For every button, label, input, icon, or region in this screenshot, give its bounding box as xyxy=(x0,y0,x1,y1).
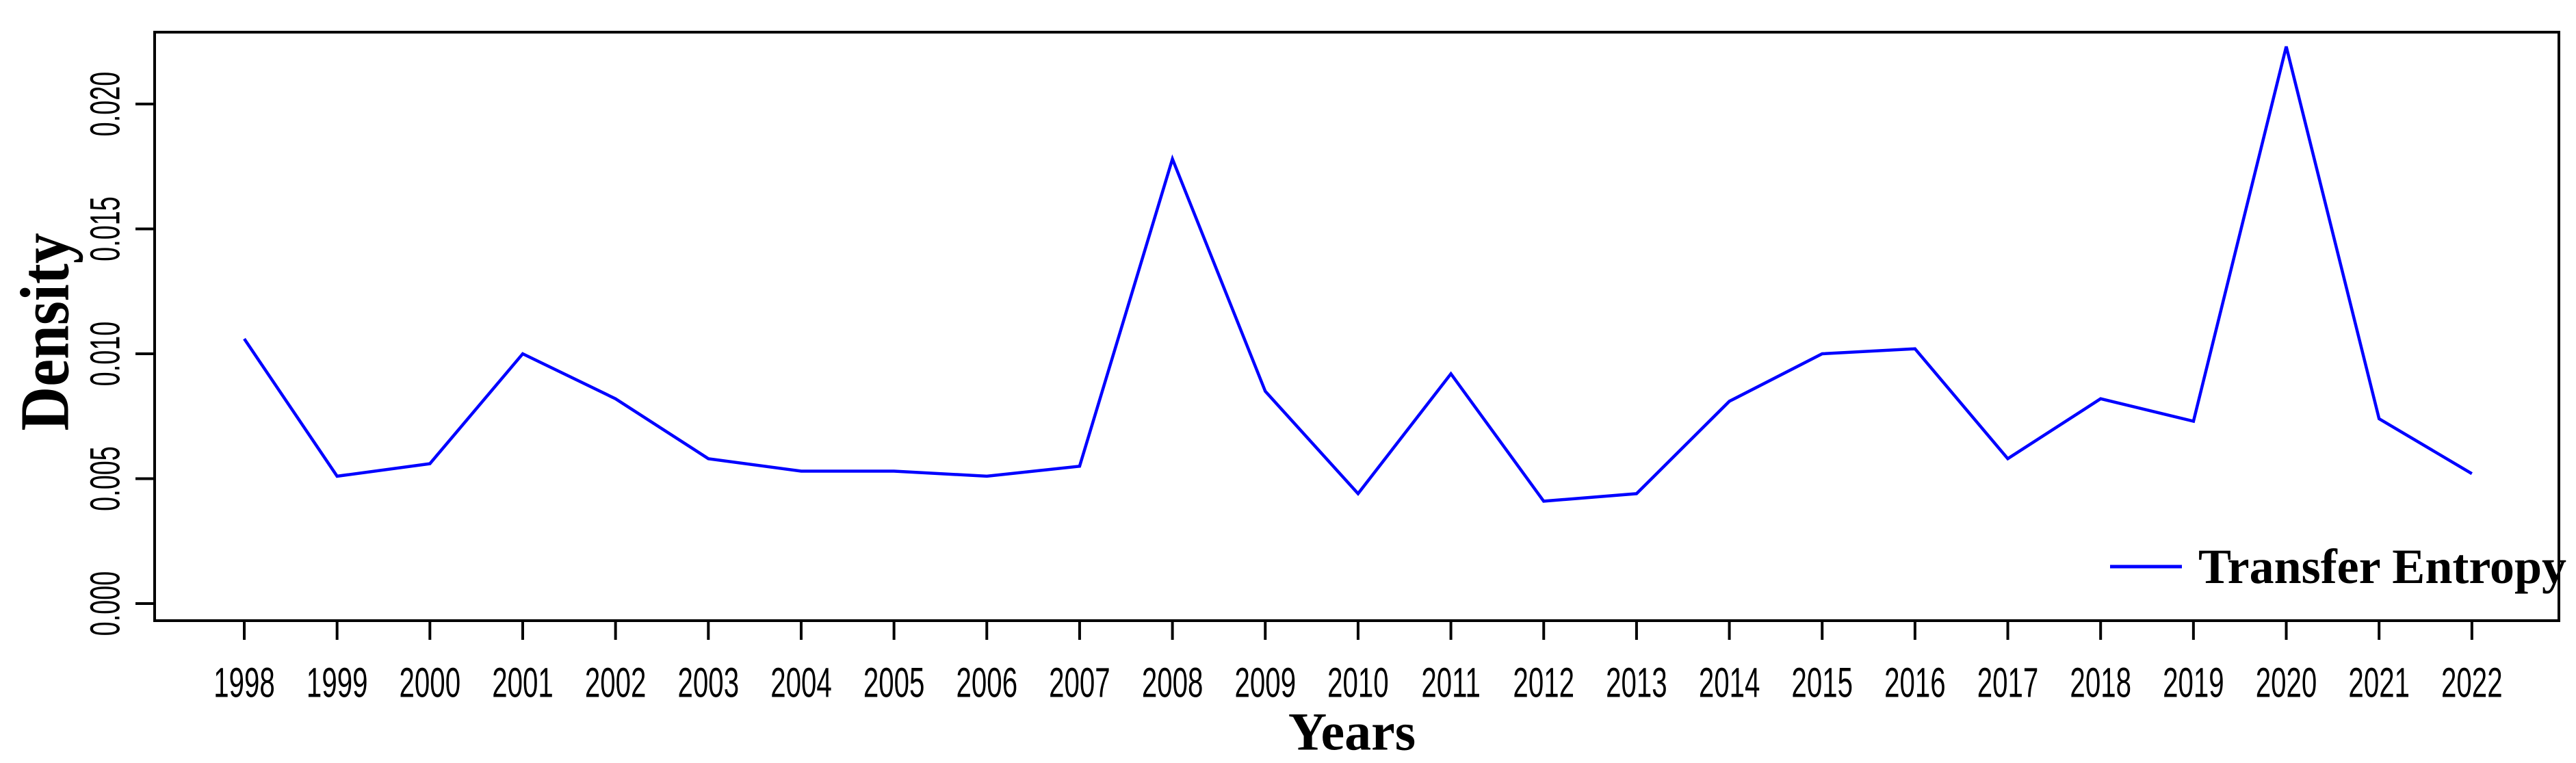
y-tick-label: 0.015 xyxy=(81,196,129,261)
x-tick-label: 1999 xyxy=(307,659,368,706)
transfer-entropy-line xyxy=(243,46,2473,503)
x-axis-tick-labels: 1998 1999 2000 2001 2002 2003 2004 2005 2006 2007… xyxy=(213,659,2502,706)
x-tick-label: 2011 xyxy=(1421,659,1481,706)
x-tick-label: 2004 xyxy=(770,659,832,706)
y-axis-tick-labels: 0.000 0.005 0.010 0.015 0.020 xyxy=(81,72,129,636)
x-tick-label: 2016 xyxy=(1884,659,1946,706)
legend: Transfer Entropy xyxy=(2110,539,2566,594)
x-tick-label: 2014 xyxy=(1699,659,1760,706)
x-axis-ticks xyxy=(243,621,2473,640)
x-tick-label: 1998 xyxy=(213,659,275,706)
x-axis-title: Years xyxy=(1288,701,1416,761)
x-tick-label: 2010 xyxy=(1327,659,1389,706)
y-axis-title: Density xyxy=(5,233,83,430)
x-tick-label: 2003 xyxy=(678,659,740,706)
x-tick-label: 2019 xyxy=(2163,659,2224,706)
x-tick-label: 2017 xyxy=(1977,659,2039,706)
x-tick-label: 2008 xyxy=(1142,659,1204,706)
x-tick-label: 2020 xyxy=(2256,659,2317,706)
x-tick-label: 2022 xyxy=(2441,659,2503,706)
x-tick-label: 2000 xyxy=(400,659,461,706)
x-tick-label: 2012 xyxy=(1513,659,1574,706)
x-tick-label: 2007 xyxy=(1049,659,1110,706)
y-axis-ticks xyxy=(135,103,155,605)
x-tick-label: 2015 xyxy=(1791,659,1853,706)
y-tick-label: 0.000 xyxy=(81,571,129,636)
x-tick-label: 2018 xyxy=(2070,659,2131,706)
legend-label: Transfer Entropy xyxy=(2198,539,2566,594)
y-tick-label: 0.020 xyxy=(81,72,129,137)
x-tick-label: 2013 xyxy=(1606,659,1667,706)
x-tick-label: 2006 xyxy=(957,659,1018,706)
x-tick-label: 2005 xyxy=(863,659,925,706)
y-tick-label: 0.005 xyxy=(81,446,129,511)
x-tick-label: 2002 xyxy=(585,659,647,706)
x-tick-label: 2009 xyxy=(1235,659,1297,706)
x-tick-label: 2021 xyxy=(2348,659,2410,706)
x-tick-label: 2001 xyxy=(492,659,554,706)
plot-border xyxy=(153,31,2560,622)
y-tick-label: 0.010 xyxy=(81,322,129,387)
